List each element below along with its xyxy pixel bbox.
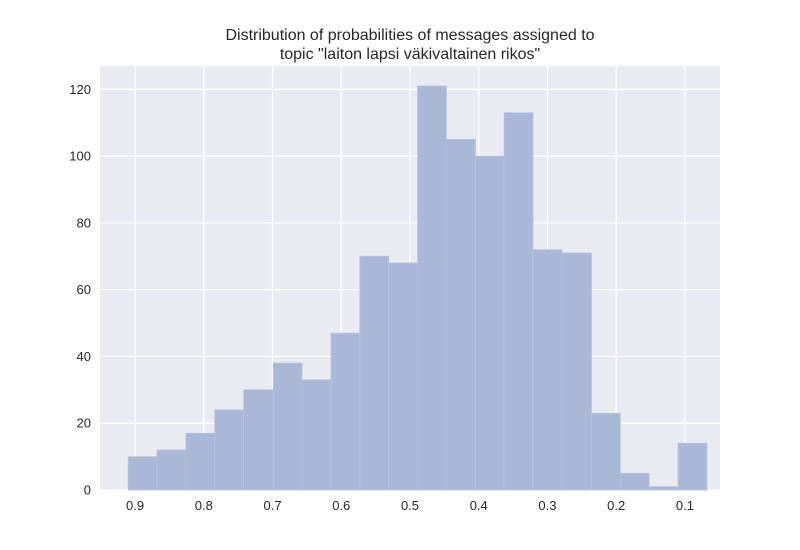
histogram-bar: [677, 442, 708, 491]
histogram-bar: [561, 252, 592, 491]
histogram-bar: [503, 112, 534, 491]
y-tick-label: 60: [77, 282, 91, 297]
histogram-bar: [591, 412, 621, 491]
x-tick-label: 0.2: [607, 498, 625, 513]
histogram-bar: [301, 379, 332, 491]
chart-title-line-1: Distribution of probabilities of message…: [225, 27, 595, 44]
histogram-bar: [446, 139, 476, 491]
x-tick-label: 0.6: [332, 498, 350, 513]
histogram-bar: [185, 432, 216, 491]
histogram-bar: [648, 486, 679, 491]
histogram-bar: [474, 155, 505, 491]
x-tick-label: 0.7: [263, 498, 281, 513]
histogram-bar: [619, 472, 650, 491]
histogram-bar: [359, 255, 390, 491]
histogram-bar: [272, 362, 303, 491]
x-axis-ticks: 0.9 0.8 0.7 0.6 0.5 0.4 0.3 0.2 0.1: [126, 498, 694, 513]
y-tick-label: 120: [69, 82, 91, 97]
histogram-bar: [156, 449, 187, 491]
histogram-bar: [214, 409, 245, 491]
x-tick-label: 0.1: [676, 498, 694, 513]
x-tick-label: 0.9: [126, 498, 144, 513]
y-tick-label: 100: [69, 149, 91, 164]
y-tick-label: 40: [77, 349, 91, 364]
histogram-bars: [127, 85, 708, 491]
y-tick-label: 0: [84, 483, 91, 498]
y-axis-ticks: 0 20 40 60 80 100 120: [69, 82, 91, 498]
x-tick-label: 0.3: [538, 498, 556, 513]
x-tick-label: 0.4: [470, 498, 488, 513]
histogram-bar: [330, 332, 361, 491]
histogram-bar: [417, 85, 447, 491]
histogram-bar: [388, 262, 418, 491]
chart-title: Distribution of probabilities of message…: [100, 26, 720, 64]
x-tick-label: 0.8: [195, 498, 213, 513]
histogram-bar: [243, 389, 274, 491]
y-tick-label: 80: [77, 215, 91, 230]
histogram-bar: [127, 456, 158, 491]
histogram-bar: [532, 249, 563, 491]
x-tick-label: 0.5: [401, 498, 419, 513]
chart-title-line-2: topic "laiton lapsi väkivaltainen rikos": [279, 46, 541, 63]
y-tick-label: 20: [77, 416, 91, 431]
